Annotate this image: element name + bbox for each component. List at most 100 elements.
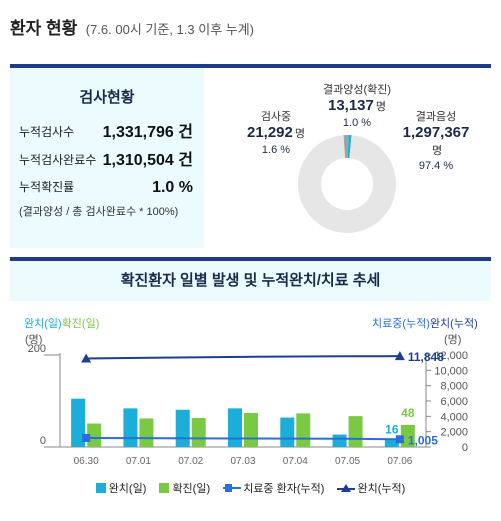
right-tick-label: 8,000	[440, 381, 468, 393]
test-status-panel: 검사현황 누적검사수 1,331,796 건 누적검사완료수 1,310,504…	[10, 68, 204, 248]
bar-recovered-daily	[384, 439, 399, 447]
test-result-donut-panel: 결과양성(확진) 13,137 명 1.0 % 검사중 21,292 명 1.6 %…	[204, 68, 491, 248]
bar-confirmed-daily	[87, 423, 102, 447]
x-tick-label: 07.02	[178, 456, 203, 467]
stat-label: 누적확진률	[19, 180, 75, 194]
legend-label: 완치(일)	[108, 483, 147, 495]
stat-row-total-tests: 누적검사수 1,331,796 건	[19, 120, 203, 144]
treating-cumulative-point	[395, 435, 404, 444]
stat-label: 누적검사수	[19, 125, 75, 139]
recovered-daily-data-label: 16	[385, 423, 399, 437]
segment-count: 21,292	[246, 124, 293, 141]
legend-item-recovered-daily[interactable]: 완치(일)	[95, 480, 147, 496]
chart-title: 확진환자 일별 발생 및 누적완치/치료 추세	[10, 261, 491, 301]
x-tick-label: 07.05	[335, 456, 360, 467]
stat-value: 1,331,796 건	[102, 124, 193, 141]
segment-percent: 1.0 %	[342, 117, 372, 129]
bar-recovered-daily	[280, 417, 295, 447]
left-tick-label: 0	[40, 435, 46, 447]
segment-name: 검사중	[260, 111, 292, 123]
x-tick-label: 07.01	[126, 456, 151, 467]
confirmed-daily-data-label: 48	[401, 406, 415, 420]
legend-label: 완치(누적)	[357, 483, 406, 495]
stat-label: 누적검사완료수	[19, 153, 97, 167]
right-axis-label-a: 치료중(누적)	[372, 318, 430, 330]
segment-count: 13,137	[327, 97, 374, 114]
legend-line-triangle-icon	[337, 484, 356, 492]
left-tick-label: 200	[28, 343, 46, 355]
positive-rate-note: (결과양성 / 총 검사완료수 * 100%)	[19, 206, 179, 218]
recovered-cumulative-line	[86, 355, 400, 360]
bar-confirmed-daily	[400, 424, 415, 447]
bar-confirmed-daily	[139, 418, 154, 447]
stat-row-positive-rate: 누적확진률 1.0 %	[19, 175, 203, 199]
segment-unit: 명	[294, 128, 305, 140]
legend-swatch	[159, 483, 170, 493]
stat-value: 1,310,504 건	[102, 152, 193, 169]
right-tick-label: 0	[462, 442, 468, 454]
donut-segment-2	[343, 135, 349, 159]
legend-item-treating-cumulative[interactable]: 치료중 환자(누적)	[223, 480, 324, 496]
right-axis-label: 치료중(누적)완치(누적)	[372, 315, 478, 331]
donut-label-negative: 결과음성 1,297,367 명 97.4 %	[384, 108, 488, 172]
bar-recovered-daily	[332, 434, 347, 447]
right-axis-label-b: 완치(누적)	[429, 318, 478, 330]
summary-top-bar	[10, 64, 491, 68]
stat-value: 1.0 %	[152, 179, 193, 196]
legend-swatch	[95, 483, 106, 493]
bar-recovered-daily	[228, 408, 242, 447]
x-tick-label: 07.04	[283, 456, 308, 467]
donut-label-positive: 결과양성(확진) 13,137 명 1.0 %	[312, 81, 402, 129]
page-title: 환자 현황	[10, 19, 78, 38]
bar-confirmed-daily	[244, 412, 258, 447]
legend-label: 확진(일)	[172, 483, 211, 495]
left-axis-unit: (명)	[25, 334, 43, 346]
recovered-cumulative-data-label: 11,848	[408, 350, 444, 364]
x-tick-label: 06.30	[74, 456, 99, 467]
legend-line-square-icon	[223, 484, 242, 492]
segment-count: 1,297,367	[402, 124, 470, 141]
left-axis-label-a: 완치(일)	[24, 318, 62, 330]
bar-confirmed-daily	[296, 413, 311, 447]
legend-item-recovered-cumulative[interactable]: 완치(누적)	[337, 480, 405, 496]
page-subtitle: (7.6. 00시 기준, 1.3 이후 누계)	[85, 22, 255, 37]
stat-row-completed-tests: 누적검사완료수 1,310,504 건	[19, 148, 203, 172]
legend-item-confirmed-daily[interactable]: 확진(일)	[159, 480, 210, 496]
recovered-cumulative-point	[394, 351, 405, 361]
chart-top-bar	[10, 257, 491, 261]
recovered-cumulative-point	[81, 353, 92, 363]
bar-recovered-daily	[175, 409, 190, 447]
donut-segment-1	[297, 135, 396, 233]
right-tick-label: 4,000	[440, 411, 468, 423]
legend-label: 치료중 환자(누적)	[243, 483, 325, 495]
bar-recovered-daily	[123, 408, 138, 447]
test-status-title: 검사현황	[79, 89, 135, 106]
x-tick-label: 07.06	[387, 456, 412, 467]
treating-cumulative-point	[82, 433, 91, 442]
chart-legend: 완치(일) 확진(일) 치료중 환자(누적) 완치(누적)	[0, 480, 501, 496]
segment-name: 결과양성(확진)	[322, 84, 392, 96]
left-axis-label: 완치(일)확진(일)	[24, 315, 99, 331]
treating-cumulative-data-label: 1,005	[408, 433, 438, 447]
right-tick-label: 2,000	[440, 427, 468, 439]
page-header: 환자 현황 (7.6. 00시 기준, 1.3 이후 누계)	[10, 14, 254, 39]
right-axis-unit: (명)	[444, 334, 462, 346]
segment-percent: 97.4 %	[418, 160, 454, 172]
donut-segment-0	[347, 135, 352, 159]
bar-confirmed-daily	[348, 416, 363, 447]
donut-chart	[297, 135, 396, 233]
right-tick-label: 12,000	[434, 350, 468, 362]
segment-unit: 명	[375, 101, 386, 113]
segment-percent: 1.6 %	[261, 144, 291, 156]
donut-label-pending: 검사중 21,292 명 1.6 %	[236, 108, 316, 156]
segment-name: 결과음성	[415, 111, 457, 123]
bar-recovered-daily	[71, 398, 86, 447]
treating-cumulative-line	[86, 436, 400, 441]
x-tick-label: 07.03	[230, 456, 255, 467]
segment-unit: 명	[431, 145, 443, 157]
left-axis-label-b: 확진(일)	[61, 318, 100, 330]
right-tick-label: 6,000	[440, 396, 468, 408]
bar-confirmed-daily	[191, 418, 206, 447]
right-tick-label: 10,000	[434, 365, 468, 377]
